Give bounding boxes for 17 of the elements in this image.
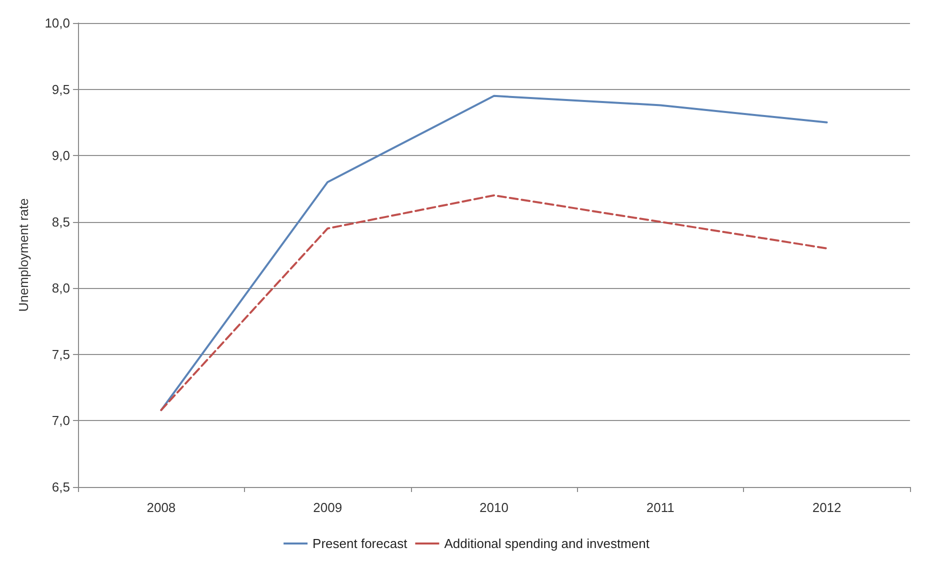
y-tick-label: 7,5: [52, 346, 70, 362]
y-axis-title: Unemployment rate: [16, 198, 31, 312]
x-tick-label: 2012: [812, 500, 842, 515]
y-tick-label: 9,5: [52, 82, 70, 97]
y-tick-label: 10,0: [44, 16, 70, 30]
x-tick-label: 2009: [313, 500, 342, 515]
x-tick-label: 2011: [646, 500, 674, 515]
y-tick-label: 6,5: [52, 480, 70, 494]
line-series: [160, 194, 828, 412]
x-tick-label: 2010: [480, 500, 508, 515]
y-tick-label: 7,0: [52, 413, 70, 428]
x-tick-label: 2008: [146, 500, 176, 515]
y-tick-label: 8,5: [52, 214, 70, 230]
legend-label: Additional spending and investment: [444, 536, 650, 551]
y-tick-label: 9,0: [52, 148, 70, 164]
y-tick-label: 8,0: [52, 280, 70, 296]
legend-label: Present forecast: [312, 536, 408, 551]
